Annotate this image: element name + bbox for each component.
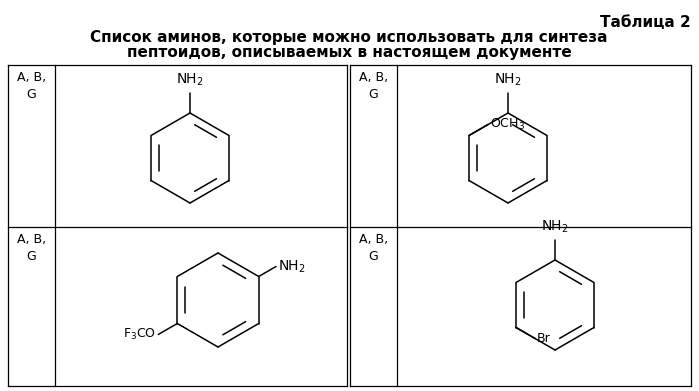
Text: A, B,
G: A, B, G [17,71,46,101]
Text: A, B,
G: A, B, G [359,233,388,263]
Text: Br: Br [537,332,551,345]
Text: F$_3$CO: F$_3$CO [123,327,157,342]
Text: NH$_2$: NH$_2$ [278,258,305,275]
Text: NH$_2$: NH$_2$ [176,72,204,88]
Text: NH$_2$: NH$_2$ [541,219,569,235]
Text: A, B,
G: A, B, G [17,233,46,263]
Text: Таблица 2: Таблица 2 [600,15,691,30]
Text: NH$_2$: NH$_2$ [494,72,522,88]
Text: Список аминов, которые можно использовать для синтеза: Список аминов, которые можно использоват… [90,30,607,45]
Text: OCH$_3$: OCH$_3$ [490,117,525,132]
Text: A, B,
G: A, B, G [359,71,388,101]
Text: пептоидов, описываемых в настоящем документе: пептоидов, описываемых в настоящем докум… [127,45,571,60]
